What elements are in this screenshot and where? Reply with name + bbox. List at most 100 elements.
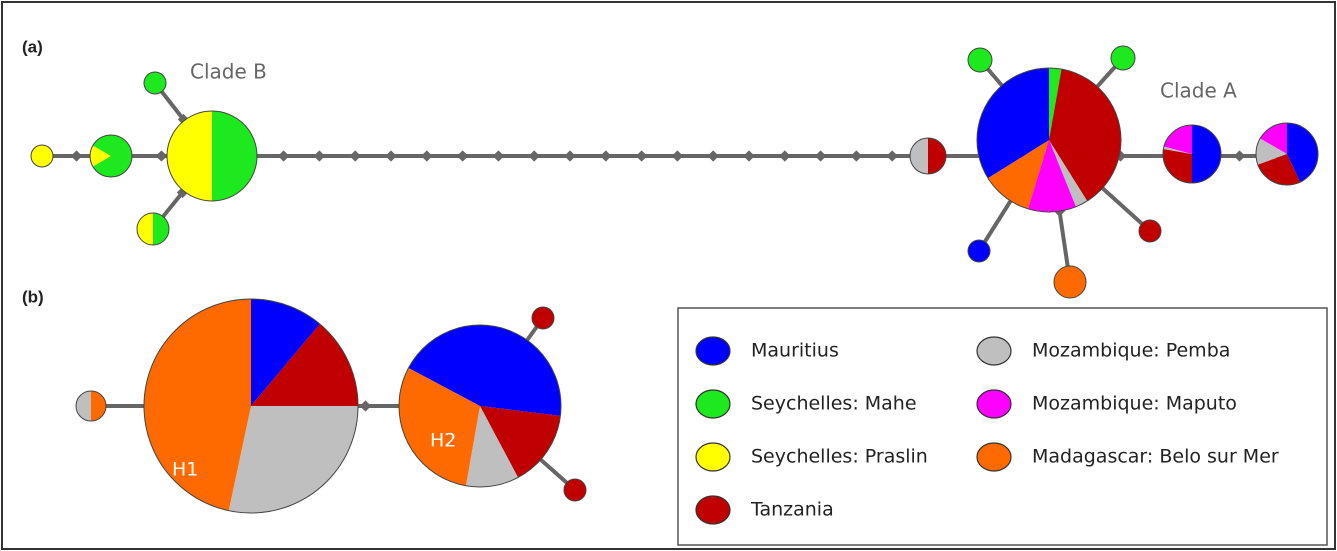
pie-slice (143, 299, 251, 511)
pie-slice (977, 68, 1049, 179)
pie-slice (91, 391, 106, 421)
mutation-step (1233, 150, 1246, 162)
haplotype-node (976, 67, 1122, 213)
haplotype-node (1110, 45, 1136, 71)
node-outline (1255, 122, 1319, 186)
node-outline (531, 306, 555, 330)
pie-slice (137, 213, 153, 245)
mutation-step (814, 150, 827, 162)
mutation-step (385, 150, 397, 162)
haplotype-node (143, 71, 167, 95)
pie-slice (212, 111, 257, 201)
pie-slice (564, 479, 586, 501)
mutation-step (743, 150, 755, 162)
mutation-step (155, 150, 168, 162)
haplotype-node (967, 239, 991, 263)
pie-slice (1049, 140, 1088, 207)
pie-slice (92, 135, 132, 177)
pie-slice (1287, 123, 1319, 183)
pie-slice (1192, 125, 1221, 183)
pie-slice (987, 140, 1049, 209)
node-outline (136, 212, 170, 246)
pie-slice (90, 145, 111, 167)
mutation-step (779, 150, 791, 162)
mutation-step (707, 150, 719, 162)
node-outline (967, 47, 993, 73)
haplotype-node (1138, 219, 1162, 243)
pie-slice (1049, 69, 1121, 202)
node-outline (909, 137, 947, 175)
pie-slice (928, 138, 946, 174)
pie-slice (1027, 140, 1076, 212)
node-outline (89, 134, 133, 178)
pie-slice (251, 299, 320, 406)
node-outline (166, 110, 258, 202)
pie-slice (144, 72, 166, 94)
mutation-step (313, 150, 326, 162)
pie-slice (1255, 138, 1287, 165)
clade-label: Clade A (1160, 79, 1237, 103)
legend-swatch (976, 442, 1012, 472)
pie-slice (1049, 68, 1062, 140)
legend-label: Tanzania (750, 499, 834, 521)
haplotype-node (1053, 265, 1087, 299)
mutation-step (359, 400, 372, 412)
mutation-step (850, 150, 863, 162)
haplotype-node (398, 324, 562, 488)
mutation-step (886, 150, 898, 162)
legend-swatch (695, 389, 731, 419)
node-outline (30, 144, 54, 168)
node-outline (143, 71, 167, 95)
haplotype-node (967, 47, 993, 73)
haplotype-node (1162, 124, 1222, 184)
node-outline (976, 67, 1122, 213)
mutation-step (671, 150, 684, 162)
labels: H1 H2 (172, 430, 456, 481)
panel-label: (b) (22, 287, 44, 306)
pie-slice (408, 325, 561, 416)
mutation-step (600, 150, 612, 162)
haplotype-node (136, 212, 170, 246)
pie-slice (76, 391, 91, 421)
legend-label: Seychelles: Mahe (751, 393, 917, 415)
mutation-step (564, 150, 576, 162)
haplotype-node (166, 110, 258, 202)
pie-slice (251, 324, 358, 406)
legend-swatch (695, 495, 731, 525)
mutation-step (421, 150, 433, 162)
pie-slice (167, 111, 212, 201)
pie-slice (31, 145, 53, 167)
mutation-step (456, 150, 469, 162)
legend: Mauritius Seychelles: Mahe Seychelles: Pra… (695, 336, 1279, 525)
pie-slice (968, 48, 992, 72)
mutation-step (277, 150, 290, 162)
mutation-step (635, 150, 648, 162)
mutation-step (528, 150, 540, 162)
pie-slice (1163, 124, 1192, 154)
pie-slice (910, 138, 928, 174)
legend-swatch (976, 389, 1012, 419)
haplotype-node (89, 134, 133, 178)
haplotype-label: H2 (430, 430, 456, 452)
pie-slice (1139, 220, 1161, 242)
panel-label: (a) (22, 37, 43, 56)
node-outline (1053, 265, 1087, 299)
pie-slice (532, 307, 554, 329)
pie-slice (228, 406, 358, 513)
pie-slice (465, 406, 519, 488)
legend-label: Madagascar: Belo sur Mer (1032, 446, 1279, 468)
node-outline (1110, 45, 1136, 71)
pie-slice (1163, 148, 1192, 183)
haplotype-node (563, 478, 587, 502)
legend-label: Mozambique: Pemba (1032, 340, 1230, 362)
haplotype-node (143, 298, 359, 514)
mutation-step (349, 150, 361, 162)
haplotype-node (1255, 122, 1319, 186)
pie-slice (153, 213, 169, 245)
node-outline (967, 239, 991, 263)
pie-slice (1257, 154, 1301, 185)
legend-label: Mauritius (751, 340, 839, 362)
legend-swatch (976, 336, 1012, 366)
legend-label: Mozambique: Maputo (1032, 393, 1237, 415)
haplotype-node (909, 137, 947, 175)
